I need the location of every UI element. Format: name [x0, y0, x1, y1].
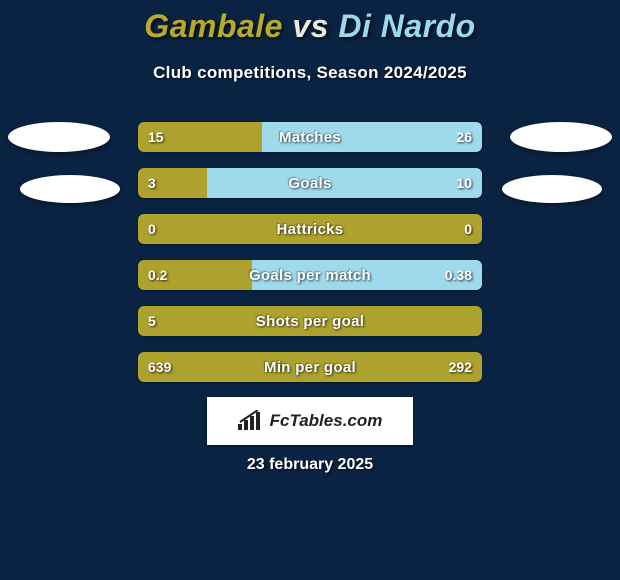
player1-club-placeholder [20, 175, 120, 203]
stat-row: 310Goals [138, 168, 482, 198]
player2-avatar-placeholder [510, 122, 612, 152]
date-label: 23 february 2025 [0, 456, 620, 474]
stat-label: Matches [138, 122, 482, 152]
stat-label: Min per goal [138, 352, 482, 382]
vs-text: vs [292, 8, 329, 44]
stats-bars-container: 1526Matches 310Goals 00Hattricks 0.20.38Goa… [138, 122, 482, 398]
player2-club-placeholder [502, 175, 602, 203]
player1-name: Gambale [144, 8, 283, 44]
stat-label: Hattricks [138, 214, 482, 244]
stat-row: 0.20.38Goals per match [138, 260, 482, 290]
stat-label: Goals per match [138, 260, 482, 290]
comparison-title: Gambale vs Di Nardo [0, 0, 620, 45]
stat-row: 5Shots per goal [138, 306, 482, 336]
player2-name: Di Nardo [338, 8, 475, 44]
stat-label: Shots per goal [138, 306, 482, 336]
stat-row: 00Hattricks [138, 214, 482, 244]
stat-row: 639292Min per goal [138, 352, 482, 382]
subtitle: Club competitions, Season 2024/2025 [0, 63, 620, 83]
player1-avatar-placeholder [8, 122, 110, 152]
chart-icon [238, 410, 264, 432]
stat-row: 1526Matches [138, 122, 482, 152]
source-logo: FcTables.com [207, 397, 413, 445]
stat-label: Goals [138, 168, 482, 198]
logo-text: FcTables.com [270, 411, 383, 431]
